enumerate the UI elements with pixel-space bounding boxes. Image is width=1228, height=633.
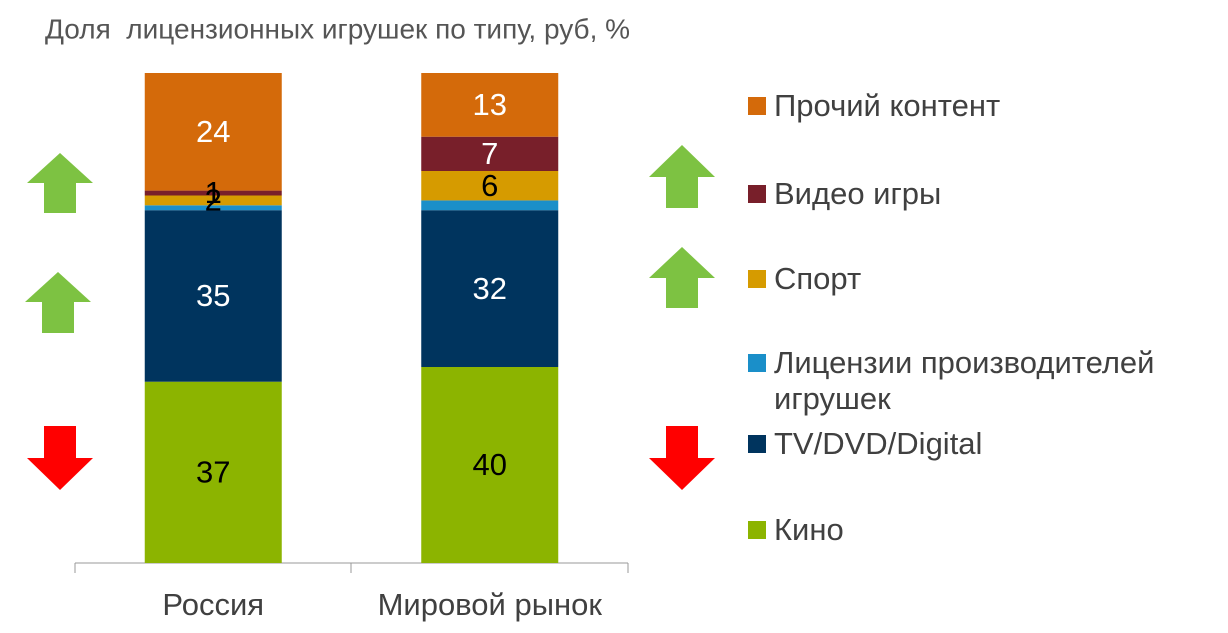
- x-tick-label: Россия: [162, 587, 264, 622]
- bar-segment: [144, 210, 282, 382]
- legend-item: Кино: [748, 512, 844, 548]
- bar-segment: [144, 381, 282, 563]
- legend-swatch: [748, 354, 766, 372]
- x-tick-label: Мировой рынок: [378, 587, 603, 622]
- bar-segment: [421, 367, 559, 563]
- legend-label: Кино: [774, 512, 844, 547]
- legend-swatch: [748, 97, 766, 115]
- legend-item: Спорт: [748, 261, 861, 297]
- chart-title: Доля лицензионных игрушек по типу, руб, …: [45, 13, 630, 44]
- legend-item: Лицензии производителей игрушек: [748, 345, 1218, 417]
- bar-segment: [421, 200, 559, 211]
- legend-label: Видео игры: [774, 176, 942, 211]
- bar-segment: [421, 171, 559, 201]
- legend-label: Спорт: [774, 261, 862, 296]
- trend-arrows: [25, 145, 715, 490]
- data-label: 7: [481, 136, 498, 171]
- down-arrow: [27, 426, 93, 490]
- data-label: 2: [205, 183, 222, 218]
- up-arrow: [25, 272, 91, 333]
- legend-swatch: [748, 270, 766, 288]
- legend-label: Прочий контент: [774, 88, 1001, 123]
- data-label: 1: [205, 175, 222, 210]
- bar-segment: [144, 195, 282, 206]
- data-label: 35: [196, 278, 230, 313]
- up-arrow: [649, 247, 715, 308]
- bar-segment: [144, 73, 282, 191]
- legend-item: TV/DVD/Digital: [748, 426, 982, 462]
- legend-swatch: [748, 435, 766, 453]
- legend-item: Прочий контент: [748, 88, 1000, 124]
- bar-segment: [421, 136, 559, 171]
- up-arrow: [649, 145, 715, 208]
- bar-segment: [421, 210, 559, 367]
- data-label: 32: [473, 271, 507, 306]
- legend-swatch: [748, 521, 766, 539]
- data-label: 24: [196, 114, 230, 149]
- bar-segment: [144, 205, 282, 211]
- bar-segment: [421, 73, 559, 137]
- data-label: 40: [473, 447, 507, 482]
- x-axis: [74, 562, 629, 573]
- legend-label: Лицензии производителей игрушек: [774, 345, 1155, 416]
- up-arrow: [27, 153, 93, 213]
- data-label: 13: [473, 87, 507, 122]
- legend-swatch: [748, 185, 766, 203]
- data-label: 37: [196, 455, 230, 490]
- legend-item: Видео игры: [748, 176, 941, 212]
- legend-label: TV/DVD/Digital: [774, 426, 983, 461]
- data-label: 6: [481, 168, 498, 203]
- down-arrow: [649, 426, 715, 490]
- bar-segment: [144, 190, 282, 196]
